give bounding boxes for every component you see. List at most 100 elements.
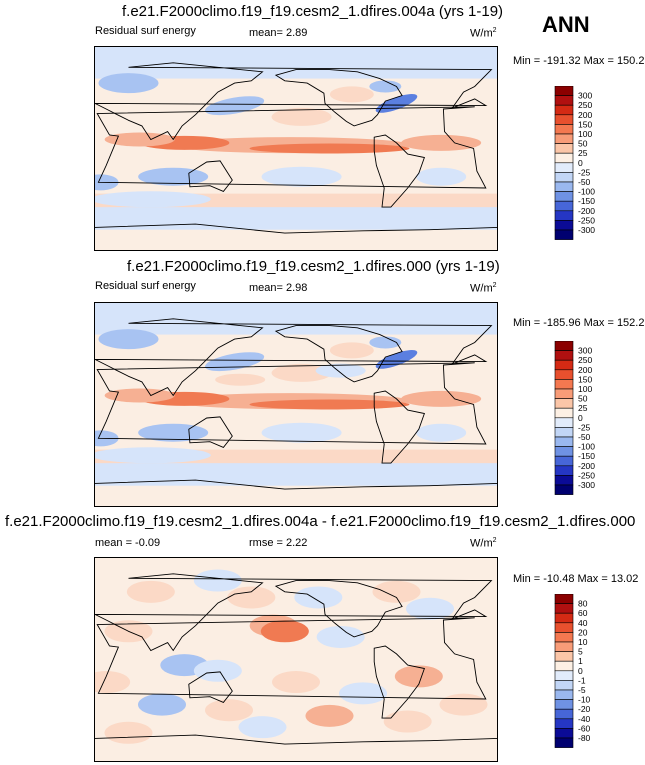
field-band — [95, 303, 497, 335]
field-anomaly-patch — [315, 363, 366, 378]
field-anomaly-patch — [249, 399, 410, 410]
colorbar-tick-label: -200 — [578, 206, 595, 216]
colorbar-swatch — [554, 660, 574, 672]
field-band — [95, 460, 497, 486]
colorbar-tick-label: -10 — [578, 695, 591, 705]
field-anomaly-patch — [271, 107, 332, 126]
colorbar-swatch — [554, 427, 574, 438]
colorbar-swatch — [554, 341, 574, 351]
colorbar-tick-label: 200 — [578, 110, 592, 120]
panel3-title: f.e21.F2000climo.f19_f19.cesm2_1.dfires.… — [5, 513, 636, 530]
colorbar-tick-label: -150 — [578, 196, 595, 206]
field-anomaly-patch — [98, 329, 159, 350]
field-anomaly-patch — [272, 671, 320, 694]
colorbar-swatch — [554, 728, 574, 739]
colorbar-swatch — [554, 407, 574, 419]
colorbar-tick-label: 25 — [578, 403, 588, 413]
colorbar-swatch — [554, 417, 574, 428]
field-anomaly-patch — [238, 716, 287, 739]
colorbar-swatch — [554, 708, 574, 720]
colorbar-swatch — [554, 632, 574, 643]
colorbar-tick-label: 250 — [578, 355, 592, 365]
colorbar-swatch — [554, 603, 574, 614]
field-anomaly-patch — [261, 166, 342, 187]
colorbar-tick-label: 150 — [578, 374, 592, 384]
coastline — [95, 223, 497, 234]
coastline — [95, 318, 493, 397]
season-label: ANN — [542, 12, 590, 37]
field-anomaly-patch — [416, 423, 467, 442]
field-anomaly-patch — [329, 86, 374, 103]
coastline — [95, 573, 493, 652]
coastline — [96, 106, 487, 189]
colorbar-tick-label: -100 — [578, 187, 595, 197]
field-anomaly-patch — [126, 580, 175, 603]
colorbar-swatch — [554, 350, 574, 361]
field-anomaly-patch — [383, 710, 432, 733]
colorbar-tick-label: -5 — [578, 685, 586, 695]
panel3-minmax: Min = -10.48 Max = 13.02 — [513, 573, 639, 585]
coastline — [188, 416, 233, 448]
field-anomaly-patch — [205, 352, 265, 372]
colorbar-tick-label: 100 — [578, 129, 592, 139]
colorbar-tick-label: 300 — [578, 346, 592, 356]
colorbar-tick-label: 25 — [578, 148, 588, 158]
field-anomaly-patch — [249, 143, 410, 154]
field-anomaly-patch — [205, 699, 253, 722]
colorbar-tick-label: 50 — [578, 394, 588, 404]
colorbar-swatch — [554, 210, 574, 221]
colorbar-tick-label: -200 — [578, 461, 595, 471]
colorbar-tick-label: 0 — [578, 413, 583, 423]
field-anomaly-patch — [369, 80, 402, 93]
colorbar-tick-label: 300 — [578, 91, 592, 101]
panel1-map — [94, 46, 498, 251]
colorbar-swatch — [554, 670, 574, 681]
field-anomaly-patch — [138, 693, 186, 716]
field-anomaly-patch — [215, 373, 266, 386]
field-anomaly-patch — [193, 569, 242, 592]
field-anomaly-patch — [205, 96, 265, 116]
field-anomaly-patch — [369, 336, 402, 349]
colorbar-swatch — [554, 465, 574, 476]
panel2-title: f.e21.F2000climo.f19_f19.cesm2_1.dfires.… — [127, 258, 500, 275]
panel1-mean: mean= 2.89 — [249, 27, 308, 39]
field-anomaly-patch — [316, 625, 365, 648]
colorbar-swatch — [554, 484, 574, 495]
field-anomaly-patch — [98, 73, 159, 94]
panel3-rmse: rmse = 2.22 — [249, 537, 308, 549]
colorbar-tick-label: 60 — [578, 608, 588, 618]
colorbar-swatch — [554, 104, 574, 116]
field-anomaly-patch — [227, 586, 276, 609]
field-anomaly-patch — [104, 132, 175, 147]
field-band — [95, 204, 497, 230]
colorbar-tick-label: -50 — [578, 177, 591, 187]
panel2-mean: mean= 2.98 — [249, 282, 308, 294]
coastline — [95, 62, 493, 141]
colorbar-tick-label: 250 — [578, 100, 592, 110]
colorbar-swatch — [554, 699, 574, 710]
colorbar-tick-label: 0 — [578, 158, 583, 168]
colorbar-tick-label: -250 — [578, 470, 595, 480]
colorbar-swatch — [554, 172, 574, 183]
colorbar-tick-label: -80 — [578, 733, 591, 743]
colorbar-tick-label: -60 — [578, 723, 591, 733]
colorbar-tick-label: -20 — [578, 704, 591, 714]
colorbar-tick-label: 40 — [578, 618, 588, 628]
colorbar-swatch — [554, 152, 574, 164]
colorbar-swatch — [554, 651, 574, 662]
panel2-minmax: Min = -185.96 Max = 152.21 — [513, 317, 645, 329]
panel2-map — [94, 302, 498, 507]
colorbar-swatch — [554, 737, 574, 748]
colorbar-tick-label: -25 — [578, 422, 591, 432]
panel3-units: W/m2 — [470, 537, 497, 550]
colorbar-tick-label: 150 — [578, 119, 592, 129]
panel1-title: f.e21.F2000climo.f19_f19.cesm2_1.dfires.… — [122, 3, 504, 20]
field-anomaly-patch — [394, 665, 443, 688]
panel1-variable-label: Residual surf energy — [95, 25, 196, 37]
colorbar-swatch — [554, 124, 574, 135]
coastline — [188, 160, 233, 192]
colorbar-tick-label: -100 — [578, 442, 595, 452]
field-anomaly-patch — [95, 447, 211, 464]
colorbar-swatch — [554, 229, 574, 240]
field-anomaly-patch — [401, 390, 482, 407]
